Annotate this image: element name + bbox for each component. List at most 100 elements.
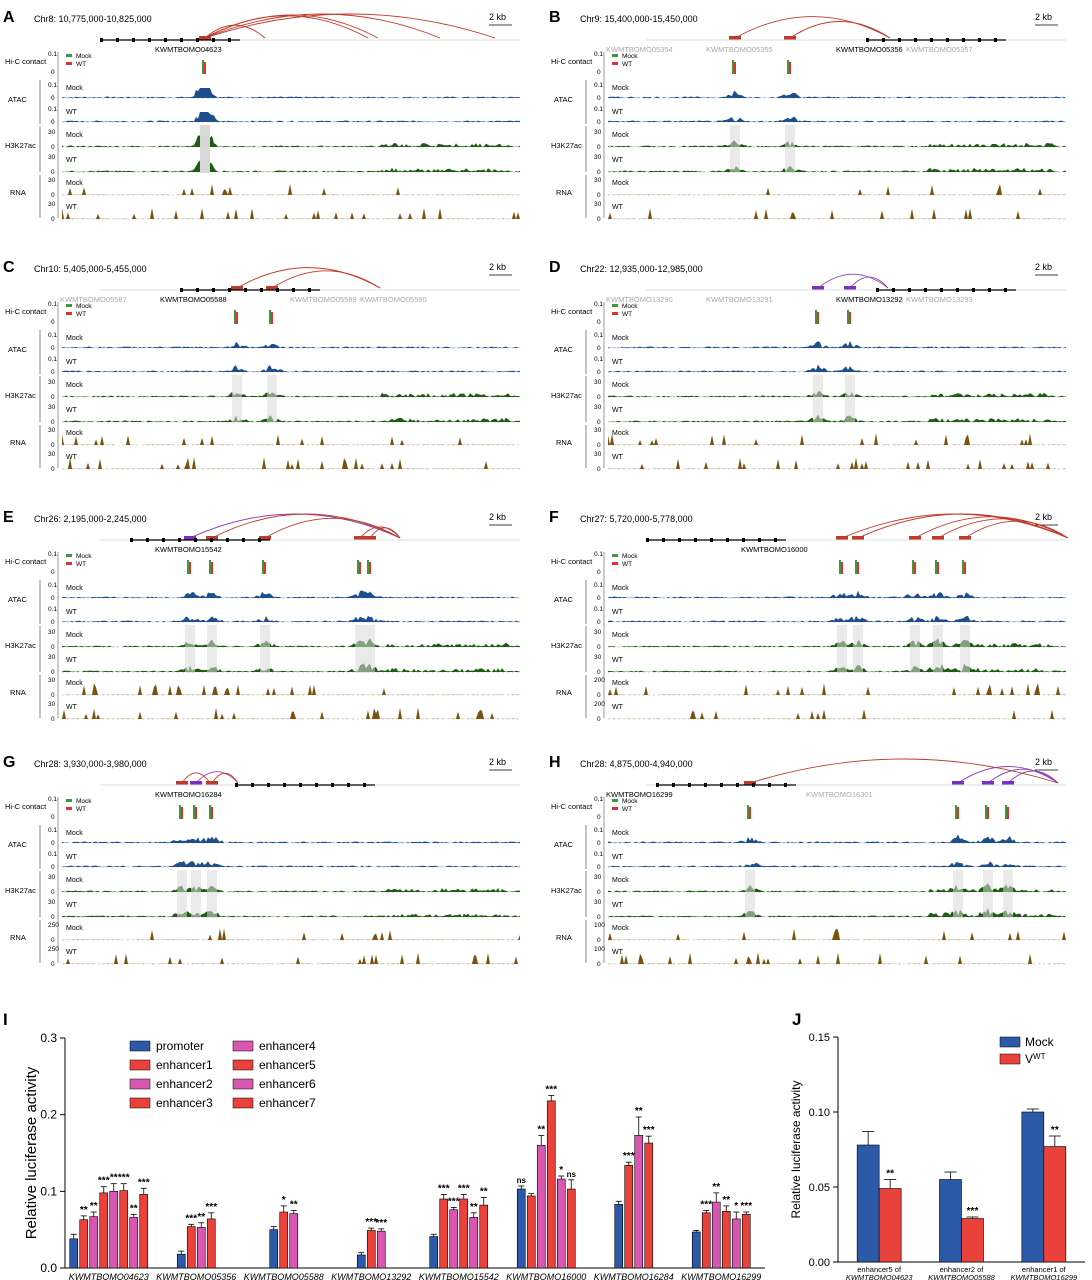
hic-bar-wt: [841, 562, 843, 574]
h3k27ac-label: H3K27ac: [551, 141, 582, 150]
enhancer-highlight: [207, 625, 217, 673]
gene-label: KWMTBOMO04623: [155, 45, 222, 54]
row-label: Mock: [612, 132, 629, 139]
legend-mock-swatch: [66, 54, 72, 57]
enhancer-highlight: [983, 870, 993, 918]
bar: [624, 1164, 634, 1269]
panel-letter: F: [549, 509, 559, 526]
row-label: Mock: [612, 335, 629, 342]
gene-label: KWMTBOMO13290: [606, 295, 673, 304]
atac-signal: [62, 112, 520, 122]
y-tick-label: 0.1: [40, 1184, 57, 1198]
zero-tick: 0: [51, 961, 55, 968]
zero-tick: 0: [51, 914, 55, 921]
bar: [289, 1213, 299, 1269]
hic-bar-mock: [187, 560, 189, 574]
hic-label: Hi-C contact: [551, 802, 593, 811]
rna-signal: [608, 184, 1066, 195]
hic-bar-wt: [211, 562, 213, 574]
zero-tick: 0: [51, 937, 55, 944]
row-label: WT: [66, 454, 78, 461]
bar: [89, 1216, 99, 1269]
exon-block: [260, 288, 263, 292]
gene-label: KWMTBOMO16000: [741, 545, 808, 554]
hic-bar-wt: [914, 562, 916, 574]
significance-label: ***: [967, 1206, 979, 1217]
rna-signal: [62, 457, 520, 469]
zero-tick: 0: [597, 192, 601, 199]
row-label: Mock: [66, 430, 83, 437]
track-scale: 100: [594, 922, 605, 929]
h3k-signal: [608, 663, 1066, 672]
legend-label: enhancer4: [259, 1039, 316, 1053]
track-scale: 0.1: [594, 582, 603, 589]
category-label: KWMTBOMO16284: [594, 1272, 674, 1280]
bar: [176, 1253, 186, 1269]
significance-label: **: [712, 1182, 720, 1193]
region-label: Chr10: 5,405,000-5,455,000: [34, 264, 147, 274]
interaction-arc: [204, 24, 266, 39]
enhancer-highlight: [785, 125, 795, 173]
h3k-signal: [62, 135, 520, 147]
bar: [691, 1231, 701, 1269]
legend-label: enhancer7: [259, 1096, 316, 1110]
bar: [1021, 1111, 1045, 1263]
row-label: WT: [66, 704, 78, 711]
exon-block: [940, 288, 943, 292]
atac-signal: [608, 116, 1066, 122]
rna-label: RNA: [556, 933, 572, 942]
enhancer-highlight: [260, 625, 270, 673]
legend-label: enhancer1: [156, 1058, 213, 1072]
bar: [79, 1219, 89, 1269]
track-scale: 0.1: [48, 106, 57, 113]
bar: [516, 1188, 526, 1269]
interaction-arc: [987, 768, 1059, 784]
track-scale: 30: [48, 451, 56, 458]
track-scale: 30: [594, 177, 602, 184]
rna-signal: [608, 433, 1066, 445]
enhancer-mark: [231, 286, 243, 290]
panel-letter: C: [3, 259, 15, 276]
exon-block: [180, 38, 183, 42]
atac-signal: [608, 90, 1066, 98]
panel-letter: H: [549, 754, 561, 771]
y-axis-label: Relative luciferase activity: [789, 1080, 803, 1218]
legend-wt-swatch: [66, 807, 72, 810]
legend-mock-label: Mock: [76, 53, 92, 60]
panel-letter: B: [549, 9, 561, 26]
rna-signal: [62, 683, 520, 695]
legend-swatch: [129, 1097, 151, 1109]
row-label: Mock: [612, 925, 629, 932]
h3k-signal: [608, 883, 1066, 892]
legend-wt-label: WT: [76, 311, 86, 318]
region-label: Chr26: 2,195,000-2,245,000: [34, 514, 147, 524]
interaction-arc: [817, 273, 889, 289]
enhancer-highlight: [933, 625, 943, 673]
enhancer-mark: [852, 536, 864, 540]
exon-block: [228, 288, 231, 292]
exon-block: [210, 538, 213, 542]
exon-block: [194, 538, 197, 542]
atac-label: ATAC: [8, 345, 27, 354]
exon-block: [662, 538, 665, 542]
h3k27ac-label: H3K27ac: [5, 391, 36, 400]
enhancer-highlight: [1003, 870, 1013, 918]
legend-wt-swatch: [612, 562, 618, 565]
significance-label: **: [722, 1195, 730, 1206]
zero-tick: 0: [51, 716, 55, 723]
y-tick-label: 0.05: [809, 1182, 830, 1194]
zero-tick: 0: [597, 466, 601, 473]
hic-bar-mock: [269, 310, 271, 324]
gene-label: KWMTBOMO13291: [706, 295, 773, 304]
hic-bar-wt: [789, 62, 791, 74]
enhancer-mark: [932, 536, 944, 540]
hic-bar-wt: [937, 562, 939, 574]
zero-tick: 0: [597, 669, 601, 676]
track-scale: 0.1: [48, 356, 57, 363]
row-label: Mock: [66, 585, 83, 592]
exon-block: [710, 538, 713, 542]
h3k-signal: [608, 907, 1066, 917]
exon-block: [308, 288, 311, 292]
legend-wt-swatch: [612, 62, 618, 65]
